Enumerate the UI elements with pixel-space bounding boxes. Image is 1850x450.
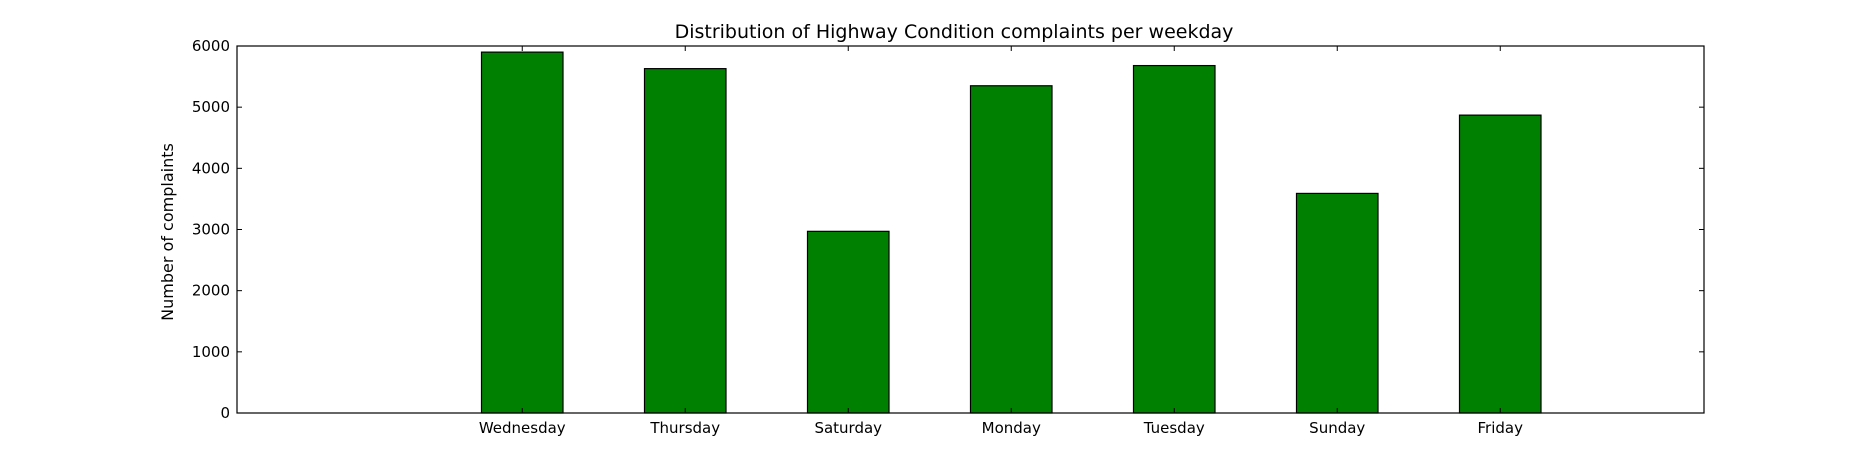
bar-thursday: [643, 68, 727, 414]
bar-tuesday: [1132, 64, 1216, 414]
bars-group: [480, 51, 1542, 414]
y-tick-label: 0: [220, 404, 230, 422]
x-tick-label: Monday: [982, 419, 1041, 437]
ticks-group: Wednesday Thursday Saturday Monday Tuesday Su…: [192, 37, 1704, 437]
x-tick-label: Friday: [1478, 419, 1524, 437]
bar-wednesday: [480, 51, 564, 414]
y-tick-label: 2000: [192, 282, 230, 300]
y-tick-label: 1000: [192, 343, 230, 361]
y-tick-label: 3000: [192, 221, 230, 239]
x-tick-label: Saturday: [814, 419, 882, 437]
y-axis-title: Number of complaints: [158, 143, 177, 321]
x-tick-label: Thursday: [649, 419, 720, 437]
x-tick-label: Wednesday: [479, 419, 566, 437]
y-tick-label: 6000: [192, 37, 230, 55]
x-tick-label: Tuesday: [1143, 419, 1205, 437]
chart-title: Distribution of Highway Condition compla…: [675, 21, 1234, 43]
x-tick-label: Sunday: [1309, 419, 1365, 437]
bar-sunday: [1295, 192, 1379, 414]
y-tick-label: 4000: [192, 159, 230, 177]
bar-saturday: [806, 230, 890, 414]
bar-friday: [1458, 114, 1542, 414]
plot-frame: [236, 45, 1705, 414]
y-tick-label: 5000: [192, 98, 230, 116]
bar-monday: [969, 85, 1053, 414]
